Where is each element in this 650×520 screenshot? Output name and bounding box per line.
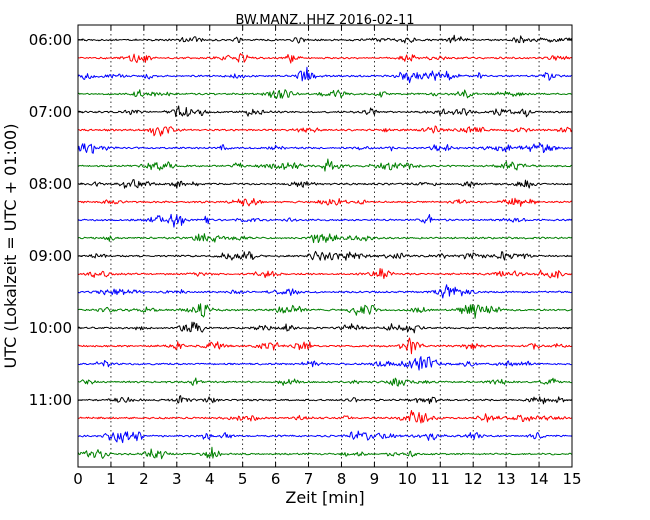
y-axis: 06:00 07:00 08:00 09:00 10:00 11:00 bbox=[29, 31, 572, 409]
y-tick-label: 08:00 bbox=[29, 175, 72, 193]
grid bbox=[110, 25, 540, 467]
trace-row bbox=[77, 321, 572, 334]
x-tick-label: 9 bbox=[370, 470, 380, 488]
trace-row bbox=[77, 213, 573, 228]
x-tick-label: 5 bbox=[238, 470, 248, 488]
x-tick-label: 2 bbox=[139, 470, 149, 488]
y-tick-label: 06:00 bbox=[29, 31, 72, 49]
y-tick-label: 07:00 bbox=[29, 103, 72, 121]
trace-row bbox=[77, 179, 573, 189]
trace-row bbox=[77, 395, 573, 405]
trace-row bbox=[77, 53, 573, 64]
trace-row bbox=[77, 356, 573, 371]
x-tick-label: 14 bbox=[530, 470, 549, 488]
trace-row bbox=[77, 105, 573, 118]
x-tick-label: 6 bbox=[271, 470, 281, 488]
trace-row bbox=[77, 125, 573, 137]
x-tick-label: 10 bbox=[398, 470, 417, 488]
trace-row bbox=[77, 34, 573, 44]
x-tick-label: 11 bbox=[431, 470, 450, 488]
trace-row bbox=[77, 233, 573, 244]
x-tick-label: 13 bbox=[497, 470, 516, 488]
x-tick-label: 15 bbox=[562, 470, 581, 488]
plot-frame bbox=[77, 24, 573, 468]
trace-row bbox=[77, 66, 573, 84]
x-tick-label: 7 bbox=[304, 470, 314, 488]
chart-title: BW.MANZ..HHZ 2016-02-11 bbox=[235, 13, 414, 28]
trace-row bbox=[77, 377, 573, 387]
x-tick-label: 3 bbox=[172, 470, 182, 488]
x-axis: 0 1 2 3 4 5 6 7 8 9 10 11 12 13 14 15 bbox=[73, 25, 582, 488]
y-axis-label: UTC (Lokalzeit = UTC + 01:00) bbox=[1, 124, 20, 369]
trace-row bbox=[77, 158, 573, 172]
trace-row bbox=[77, 197, 573, 207]
trace-row bbox=[77, 410, 573, 424]
x-tick-label: 1 bbox=[106, 470, 116, 488]
trace-row bbox=[77, 303, 573, 319]
x-tick-label: 12 bbox=[464, 470, 483, 488]
trace-row bbox=[77, 142, 573, 154]
trace-row bbox=[77, 446, 573, 460]
x-tick-label: 4 bbox=[205, 470, 215, 488]
x-axis-label: Zeit [min] bbox=[285, 488, 364, 507]
trace-row bbox=[77, 430, 573, 444]
trace-group bbox=[77, 34, 573, 460]
x-tick-label: 0 bbox=[73, 470, 83, 488]
trace-row bbox=[77, 89, 573, 99]
trace-row bbox=[77, 267, 573, 280]
y-tick-label: 09:00 bbox=[29, 247, 72, 265]
y-tick-label: 10:00 bbox=[29, 319, 72, 337]
y-tick-label: 11:00 bbox=[29, 391, 72, 409]
x-tick-label: 8 bbox=[337, 470, 347, 488]
trace-row bbox=[77, 250, 573, 261]
trace-row bbox=[77, 284, 573, 299]
trace-row bbox=[77, 337, 573, 355]
